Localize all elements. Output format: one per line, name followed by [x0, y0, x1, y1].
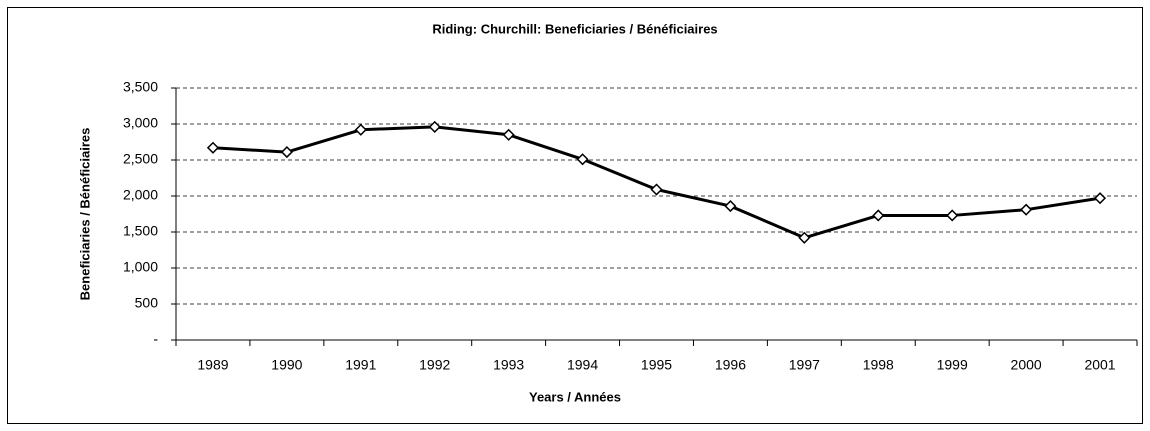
x-tick-label: 1989: [197, 357, 228, 373]
x-tick-label: 1991: [345, 357, 376, 373]
data-marker: [1093, 192, 1107, 205]
data-marker: [576, 153, 589, 166]
x-axis-label: Years / Années: [529, 389, 621, 404]
data-marker: [650, 183, 663, 196]
y-tick-label: 2,500: [123, 151, 158, 167]
data-marker: [1020, 203, 1033, 216]
y-tick-label: 2,000: [123, 187, 158, 203]
chart-title: Riding: Churchill: Beneficiaries / Bénéf…: [432, 21, 717, 36]
x-tick-label: 1994: [567, 357, 598, 373]
data-marker: [946, 209, 959, 222]
x-tick-label: 1990: [271, 357, 302, 373]
data-marker: [872, 209, 885, 222]
data-marker: [428, 120, 441, 133]
x-tick-label: 2000: [1011, 357, 1042, 373]
y-tick-label: -: [153, 331, 158, 347]
y-tick-label: 3,500: [123, 79, 158, 95]
x-tick-label: 1999: [937, 357, 968, 373]
data-marker: [280, 146, 293, 159]
y-tick-label: 500: [135, 295, 159, 311]
x-tick-label: 2001: [1084, 357, 1115, 373]
data-marker: [354, 123, 367, 136]
x-tick-label: 1995: [641, 357, 672, 373]
y-tick-label: 3,000: [123, 115, 158, 131]
data-marker: [502, 128, 515, 141]
y-tick-label: 1,000: [123, 259, 158, 275]
y-tick-label: 1,500: [123, 223, 158, 239]
data-marker: [206, 141, 220, 154]
x-tick-label: 1996: [715, 357, 746, 373]
data-marker: [724, 200, 737, 213]
x-tick-label: 1998: [863, 357, 894, 373]
x-tick-label: 1997: [789, 357, 820, 373]
y-axis-label: Beneficiaries / Bénéficiaires: [77, 128, 92, 301]
x-tick-label: 1993: [493, 357, 524, 373]
data-marker: [798, 231, 811, 244]
x-tick-label: 1992: [419, 357, 450, 373]
